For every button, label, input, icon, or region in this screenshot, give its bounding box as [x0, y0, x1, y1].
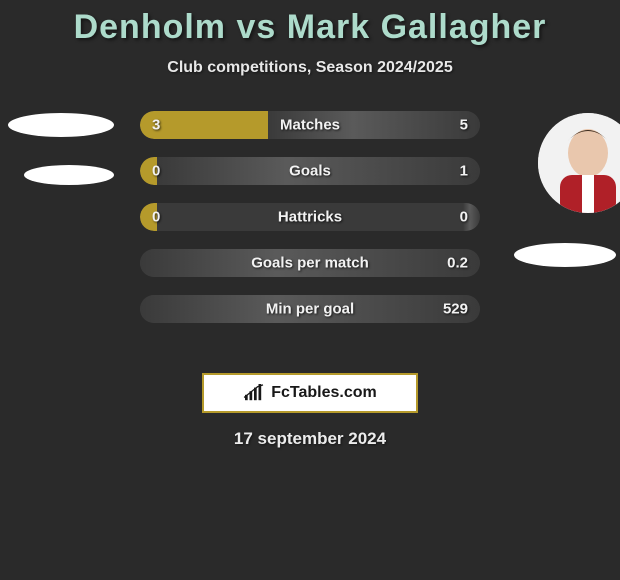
date-text: 17 september 2024 — [0, 429, 620, 449]
stat-right-value: 0.2 — [447, 255, 468, 272]
stat-label: Goals per match — [251, 255, 369, 272]
player-right-avatar-svg — [538, 113, 620, 213]
comparison-stage: 3 Matches 5 0 Goals 1 0 Hattricks 0 Goals per mat… — [0, 105, 620, 355]
branding-text: FcTables.com — [271, 384, 377, 402]
stat-label: Goals — [289, 163, 331, 180]
subtitle: Club competitions, Season 2024/2025 — [0, 59, 620, 77]
stat-row: 3 Matches 5 — [140, 111, 480, 139]
branding-box: FcTables.com — [202, 373, 418, 413]
stat-left-value: 0 — [152, 163, 160, 180]
player-left-name-ellipse — [24, 165, 114, 185]
stat-row: Min per goal 529 — [140, 295, 480, 323]
stat-row: 0 Goals 1 — [140, 157, 480, 185]
stat-left-value: 0 — [152, 209, 160, 226]
stat-left-value: 3 — [152, 117, 160, 134]
bars-icon — [243, 384, 265, 402]
stat-right-value: 5 — [460, 117, 468, 134]
stat-label: Min per goal — [266, 301, 354, 318]
stat-right-value: 1 — [460, 163, 468, 180]
stat-label: Hattricks — [278, 209, 342, 226]
player-right-name-ellipse — [514, 243, 616, 267]
page-title: Denholm vs Mark Gallagher — [0, 0, 620, 47]
stat-bars: 3 Matches 5 0 Goals 1 0 Hattricks 0 Goals per mat… — [140, 111, 480, 341]
stat-label: Matches — [280, 117, 340, 134]
stat-right-value: 529 — [443, 301, 468, 318]
stat-right-value: 0 — [460, 209, 468, 226]
stat-row: 0 Hattricks 0 — [140, 203, 480, 231]
player-left-avatar — [8, 113, 114, 137]
player-right-avatar — [538, 113, 620, 213]
stat-row: Goals per match 0.2 — [140, 249, 480, 277]
